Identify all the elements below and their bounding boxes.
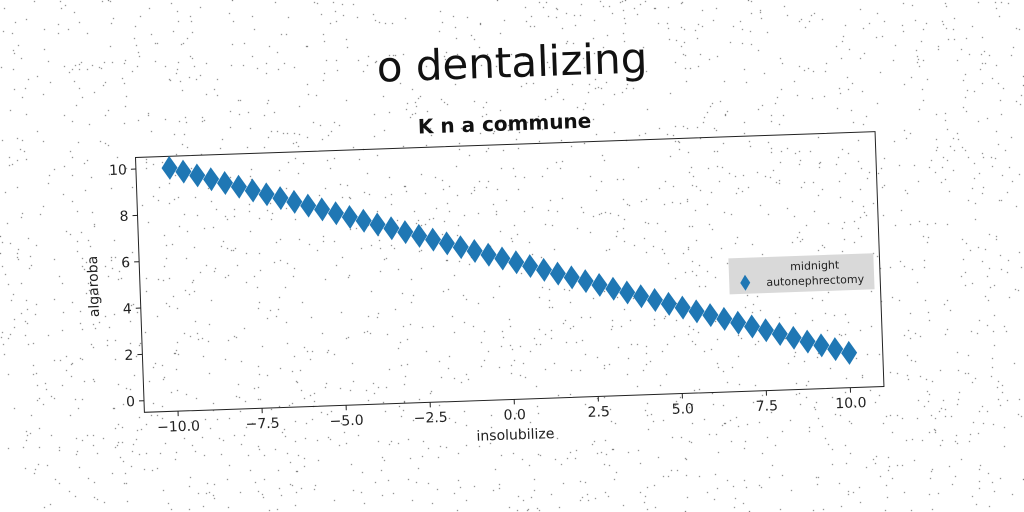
legend: midnightautonephrectomy	[728, 253, 875, 295]
scatter-point	[730, 310, 747, 335]
x-tick-label: 0.0	[503, 407, 526, 424]
scatter-point	[383, 216, 400, 241]
scatter-point	[466, 238, 483, 263]
scatter-point	[536, 257, 552, 282]
scatter-point	[785, 325, 802, 350]
scatter-point	[161, 155, 178, 180]
scatter-point	[688, 299, 705, 324]
legend-label-line: midnight	[790, 258, 840, 273]
scatter-point	[660, 291, 677, 316]
scatter-point	[605, 276, 622, 301]
scatter-point	[591, 272, 608, 297]
scatter-point	[425, 227, 442, 252]
scatter-point	[272, 186, 289, 211]
x-tick-label: −7.5	[245, 416, 280, 433]
data-points	[161, 155, 858, 365]
scatter-point	[203, 167, 220, 192]
y-tick-label: 10	[109, 162, 127, 179]
x-tick-label: −10.0	[157, 418, 200, 435]
scatter-point	[841, 340, 858, 365]
scatter-point	[646, 288, 663, 313]
chart-title: K n a commune	[417, 109, 591, 139]
scatter-point	[244, 178, 261, 203]
scatter-chart: K n a commune −10.0 −7.5 −5.0 −2.5 0.0 2.5 5.0…	[85, 109, 885, 445]
x-tick-label: 5.0	[671, 401, 694, 418]
scatter-point	[327, 201, 344, 226]
y-tick-label: 2	[124, 348, 133, 364]
scatter-point	[217, 170, 233, 195]
scatter-point	[355, 208, 372, 233]
legend-box	[728, 253, 875, 295]
y-axis-label: algaroba	[85, 256, 103, 318]
scatter-point	[522, 254, 539, 279]
legend-label: midnightautonephrectomy	[766, 258, 865, 289]
scatter-point	[480, 242, 497, 267]
scatter-point	[813, 333, 830, 358]
scatter-point	[286, 189, 303, 214]
scatter-point	[438, 231, 455, 256]
y-axis-ticks: 0 2 4 6 8 10	[109, 162, 145, 410]
y-tick-label: 4	[123, 301, 133, 317]
scatter-point	[397, 220, 414, 245]
scatter-point	[314, 197, 331, 222]
y-tick-label: 0	[126, 394, 135, 410]
x-tick-label: −2.5	[413, 410, 448, 427]
scatter-point	[674, 295, 691, 320]
scatter-point	[563, 265, 580, 290]
scatter-point	[702, 303, 719, 328]
scatter-point	[827, 337, 844, 362]
scatter-point	[799, 329, 816, 354]
scatter-point	[619, 280, 636, 305]
scatter-point	[771, 322, 788, 347]
scatter-point	[341, 204, 358, 229]
scatter-point	[258, 182, 275, 207]
scatter-point	[189, 163, 206, 188]
scatter-point	[508, 250, 525, 275]
x-axis-ticks: −10.0 −7.5 −5.0 −2.5 0.0 2.5 5.0 7.5 10.0	[157, 387, 867, 436]
scatter-point	[577, 269, 594, 294]
scatter-point	[230, 174, 247, 199]
legend-marker-thin-diamond-icon	[740, 274, 751, 291]
scatter-point	[549, 261, 566, 286]
scatter-point	[744, 314, 761, 339]
y-tick-label: 6	[121, 255, 131, 271]
scatter-point	[757, 318, 774, 343]
x-axis-label: insolubilize	[476, 426, 554, 445]
scatter-point	[452, 235, 469, 260]
x-tick-label: −5.0	[329, 413, 364, 430]
scatter-point	[716, 306, 733, 331]
scatter-point	[633, 284, 650, 309]
scatter-point	[175, 159, 192, 184]
x-tick-label: 7.5	[755, 398, 778, 415]
x-tick-label: 2.5	[587, 404, 610, 421]
chart-figure: K n a commune −10.0 −7.5 −5.0 −2.5 0.0 2.5 5.0…	[54, 80, 936, 480]
scatter-point	[411, 223, 428, 248]
scatter-point	[494, 246, 511, 271]
y-tick-label: 8	[119, 209, 128, 225]
scatter-point	[369, 212, 386, 237]
x-tick-label: 10.0	[835, 395, 867, 412]
legend-label-line: autonephrectomy	[766, 273, 865, 289]
scatter-point	[300, 193, 317, 218]
